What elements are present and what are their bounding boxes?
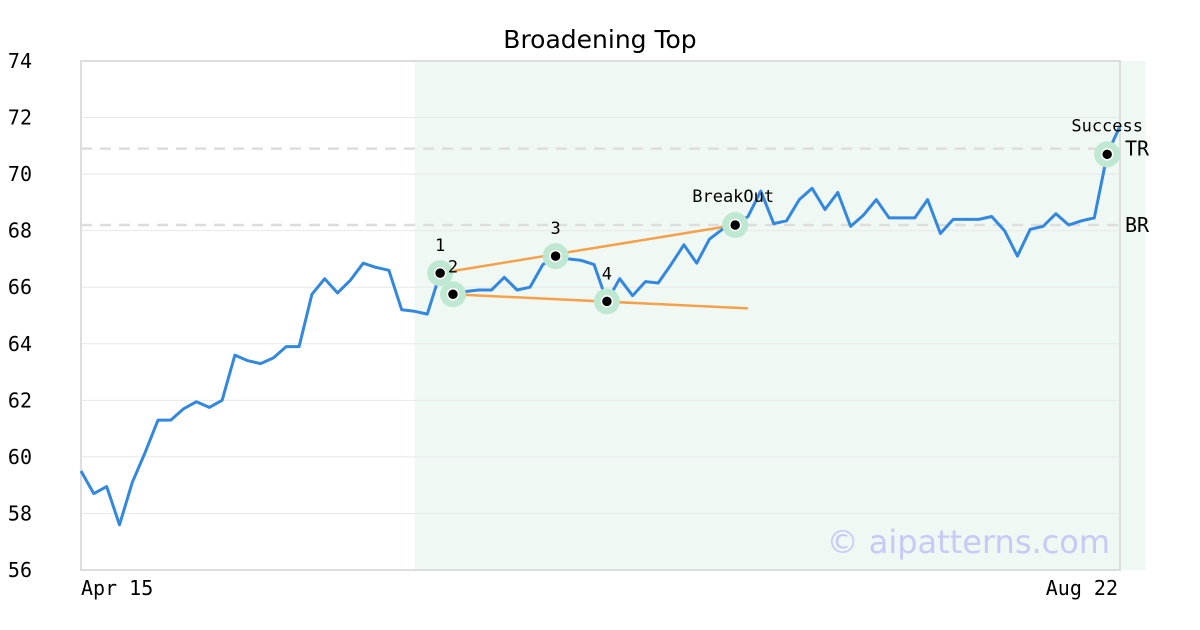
y-tick-label: 66 bbox=[8, 275, 32, 299]
price-series-line bbox=[79, 125, 1122, 527]
y-tick-label: 70 bbox=[8, 162, 32, 186]
point-marker-3 bbox=[549, 249, 562, 263]
point-label-breakout: BreakOut bbox=[692, 187, 774, 207]
x-tick-label: Aug 22 bbox=[1046, 576, 1118, 600]
y-tick-label: 68 bbox=[8, 219, 32, 243]
point-marker-1 bbox=[433, 266, 447, 280]
trend-line bbox=[439, 223, 736, 275]
x-tick-label: Apr 15 bbox=[81, 576, 153, 600]
y-tick-label: 64 bbox=[8, 332, 32, 356]
point-label-success: Success bbox=[1071, 116, 1143, 136]
point-label-1: 1 bbox=[435, 236, 445, 256]
level-label-br: BR bbox=[1125, 213, 1150, 237]
pattern-point-layer: 12 3 4 BreakOut Success bbox=[427, 116, 1143, 315]
y-tick-label: 56 bbox=[8, 558, 32, 582]
point-marker-success bbox=[1100, 148, 1114, 161]
y-tick-label: 74 bbox=[8, 49, 32, 73]
watermark: © aipatterns.com bbox=[827, 523, 1110, 561]
y-axis-ticks: 56 58 60 62 64 66 68 70 72 74 bbox=[8, 49, 32, 582]
point-marker-2 bbox=[446, 288, 460, 301]
point-label-4: 4 bbox=[602, 264, 612, 284]
pattern-zone-layer bbox=[414, 61, 1146, 570]
chart-title: Broadening Top bbox=[503, 25, 696, 54]
pattern-zone bbox=[414, 61, 1146, 570]
y-tick-label: 72 bbox=[8, 106, 32, 130]
y-tick-label: 62 bbox=[8, 388, 32, 412]
point-label-3: 3 bbox=[550, 219, 560, 239]
y-tick-label: 58 bbox=[8, 501, 32, 525]
level-layer: TR BR bbox=[81, 137, 1150, 237]
point-marker-breakout bbox=[728, 218, 742, 232]
series-layer bbox=[79, 125, 1122, 527]
y-tick-label: 60 bbox=[8, 445, 32, 469]
level-label-tr: TR bbox=[1125, 137, 1150, 161]
point-label-2: 2 bbox=[448, 257, 458, 277]
plot-frame bbox=[80, 60, 1121, 571]
point-marker-4 bbox=[600, 295, 614, 308]
x-axis-ticks: Apr 15 Aug 22 bbox=[81, 576, 1118, 600]
